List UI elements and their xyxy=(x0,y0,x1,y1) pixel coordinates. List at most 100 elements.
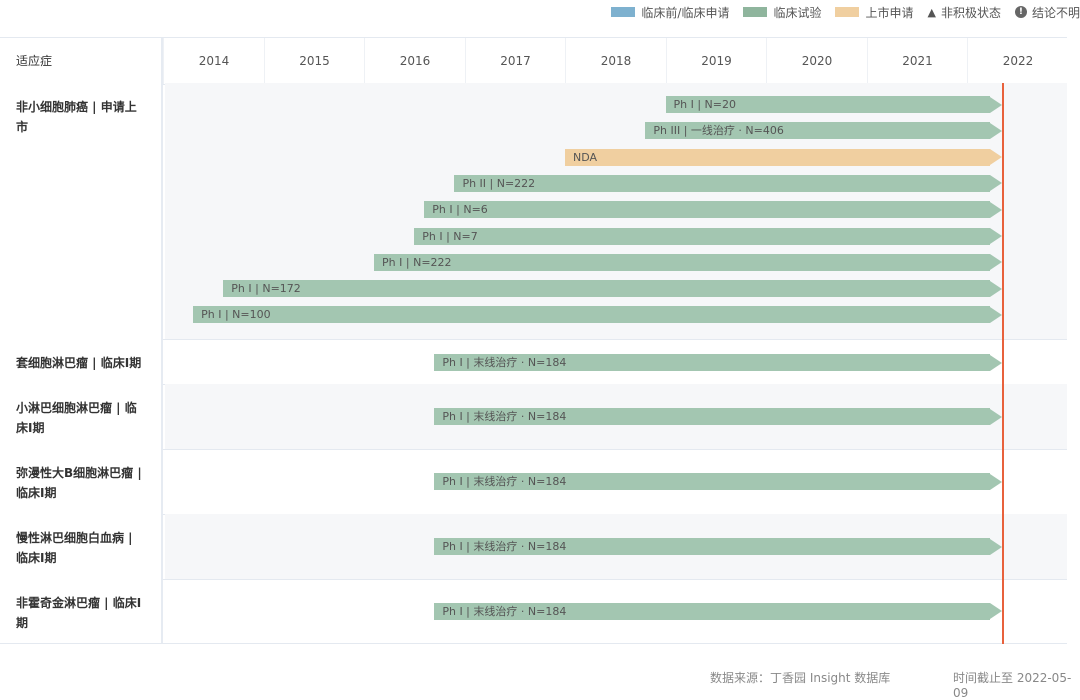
bar-label: Ph I | 末线治疗 · N=184 xyxy=(442,356,567,369)
arrow-tip-icon xyxy=(989,280,1002,297)
bar-body xyxy=(565,148,990,166)
trial-bar[interactable]: Ph I | N=222 xyxy=(374,253,1002,271)
trial-bar[interactable]: Ph I | N=100 xyxy=(193,306,1002,324)
indication-label[interactable]: 非小细胞肺癌 | 申请上市 xyxy=(0,83,163,339)
trial-bar[interactable]: Ph I | 末线治疗 · N=184 xyxy=(434,408,1002,425)
bar-body xyxy=(454,174,990,192)
bar-body xyxy=(434,602,990,620)
legend-label: 临床试验 xyxy=(773,5,822,20)
indication-column-header: 适应症 xyxy=(0,38,163,84)
bar-label: NDA xyxy=(573,150,598,164)
timeline-header: 适应症 2014 2015 2016 2017 2018 2019 2020 2021 2022 xyxy=(0,37,1067,85)
year-label: 2014 xyxy=(163,38,264,84)
year-label: 2020 xyxy=(766,38,867,84)
legend-label: 非积极状态 xyxy=(940,5,1001,20)
row-track: Ph I | 末线治疗 · N=184 xyxy=(165,339,1067,384)
bar-body xyxy=(223,280,990,298)
trial-bar[interactable]: Ph III | 一线治疗 · N=406 xyxy=(645,122,1002,140)
legend-label: 结论不明 xyxy=(1031,5,1080,20)
bar-label: Ph III | 一线治疗 · N=406 xyxy=(653,124,784,138)
arrow-tip-icon xyxy=(989,201,1002,218)
legend-swatch-nda xyxy=(835,7,860,17)
timeline: 适应症 2014 2015 2016 2017 2018 2019 2020 2021 2022… xyxy=(0,37,1067,644)
row-track: Ph I | 末线治疗 · N=184 xyxy=(165,449,1067,514)
arrow-tip-icon xyxy=(989,175,1002,192)
indication-label[interactable]: 慢性淋巴细胞白血病 | 临床I期 xyxy=(0,514,163,579)
legend-label: 上市申请 xyxy=(865,5,914,20)
indication-label[interactable]: 套细胞淋巴瘤 | 临床I期 xyxy=(0,339,163,384)
bar-label: Ph I | N=100 xyxy=(201,308,271,322)
trial-bar[interactable]: Ph I | N=172 xyxy=(223,280,1002,298)
current-date-line xyxy=(1002,83,1004,644)
legend-item-clinical-trial[interactable]: 临床试验 xyxy=(743,4,821,21)
bar-label: Ph I | N=20 xyxy=(673,98,737,111)
nda-bar[interactable]: NDA xyxy=(565,148,1002,166)
bar-label: Ph I | 末线治疗 · N=184 xyxy=(442,475,567,488)
arrow-tip-icon xyxy=(989,538,1002,555)
legend-swatch-preclinical xyxy=(611,7,636,17)
year-label: 2019 xyxy=(665,38,767,84)
legend-item-inactive[interactable]: ▲ 非积极状态 xyxy=(928,4,1001,21)
bar-label: Ph I | N=6 xyxy=(432,203,488,217)
data-source: 数据来源：丁香园 Insight 数据库 xyxy=(710,671,891,685)
bar-body xyxy=(434,473,990,490)
trial-bar[interactable]: Ph I | 末线治疗 · N=184 xyxy=(434,354,1002,371)
bar-body xyxy=(424,201,990,219)
trial-bar[interactable]: Ph I | N=7 xyxy=(414,227,1002,245)
bar-label: Ph I | 末线治疗 · N=184 xyxy=(442,540,567,553)
indication-row: 慢性淋巴细胞白血病 | 临床I期 Ph I | 末线治疗 · N=184 xyxy=(0,514,1067,580)
bar-body xyxy=(193,306,990,324)
arrow-tip-icon xyxy=(989,473,1002,490)
bar-body xyxy=(434,538,990,555)
row-track: Ph I | N=20 Ph III | 一线治疗 · N=406 NDA Ph II… xyxy=(165,83,1067,339)
arrow-tip-icon xyxy=(989,408,1002,425)
bar-body xyxy=(434,354,990,371)
indication-row: 小淋巴细胞淋巴瘤 | 临床I期 Ph I | 末线治疗 · N=184 xyxy=(0,384,1067,450)
year-label: 2017 xyxy=(464,38,566,84)
trial-bar[interactable]: Ph I | 末线治疗 · N=184 xyxy=(434,602,1002,620)
bar-body xyxy=(374,253,990,271)
cutoff-date: 时间截止至 2022-05-09 xyxy=(953,671,1072,700)
indication-label[interactable]: 非霍奇金淋巴瘤 | 临床I期 xyxy=(0,579,163,643)
indication-row: 非小细胞肺癌 | 申请上市 Ph I | N=20 Ph III | 一线治疗 · … xyxy=(0,83,1067,340)
bar-label: Ph II | N=222 xyxy=(462,176,536,190)
arrow-tip-icon xyxy=(990,149,1002,166)
indication-row: 弥漫性大B细胞淋巴瘤 | 临床I期 Ph I | 末线治疗 · N=184 xyxy=(0,449,1067,515)
arrow-tip-icon xyxy=(989,603,1002,619)
year-label: 2022 xyxy=(967,38,1068,84)
year-label: 2015 xyxy=(263,38,365,84)
trial-bar[interactable]: Ph I | N=6 xyxy=(424,201,1002,219)
bar-body xyxy=(414,227,990,245)
trial-bar[interactable]: Ph I | 末线治疗 · N=184 xyxy=(434,473,1002,490)
indication-label[interactable]: 弥漫性大B细胞淋巴瘤 | 临床I期 xyxy=(0,449,163,514)
year-label: 2018 xyxy=(565,38,666,84)
bar-label: Ph I | N=7 xyxy=(422,229,478,243)
legend-swatch-clinical-trial xyxy=(743,7,768,17)
bar-label: Ph I | N=172 xyxy=(231,282,301,296)
bar-body xyxy=(665,96,990,113)
trial-bar[interactable]: Ph I | 末线治疗 · N=184 xyxy=(434,538,1002,555)
arrow-tip-icon xyxy=(990,96,1002,113)
bar-body xyxy=(434,408,990,425)
row-track: Ph I | 末线治疗 · N=184 xyxy=(165,579,1067,643)
triangle-icon: ▲ xyxy=(927,5,936,19)
arrow-tip-icon xyxy=(990,228,1002,244)
bar-label: Ph I | N=222 xyxy=(382,255,452,269)
trial-bar[interactable]: Ph I | N=20 xyxy=(665,96,1002,113)
indication-label[interactable]: 小淋巴细胞淋巴瘤 | 临床I期 xyxy=(0,384,163,449)
legend-item-unclear[interactable]: ! 结论不明 xyxy=(1014,4,1080,21)
legend-label: 临床前/临床申请 xyxy=(641,5,730,20)
arrow-tip-icon xyxy=(989,306,1002,323)
exclamation-icon: ! xyxy=(1014,6,1027,18)
indication-row: 非霍奇金淋巴瘤 | 临床I期 Ph I | 末线治疗 · N=184 xyxy=(0,579,1067,644)
trial-bar[interactable]: Ph II | N=222 xyxy=(454,174,1002,192)
row-track: Ph I | 末线治疗 · N=184 xyxy=(165,384,1067,449)
bar-body xyxy=(645,122,990,140)
arrow-tip-icon xyxy=(989,354,1002,371)
arrow-tip-icon xyxy=(989,122,1002,139)
year-label: 2021 xyxy=(866,38,968,84)
legend-item-nda[interactable]: 上市申请 xyxy=(835,4,914,21)
legend-item-preclinical[interactable]: 临床前/临床申请 xyxy=(611,4,729,21)
year-label: 2016 xyxy=(364,38,465,84)
legend: 临床前/临床申请 临床试验 上市申请 ▲ 非积极状态 ! 结论不明 xyxy=(597,4,1080,20)
